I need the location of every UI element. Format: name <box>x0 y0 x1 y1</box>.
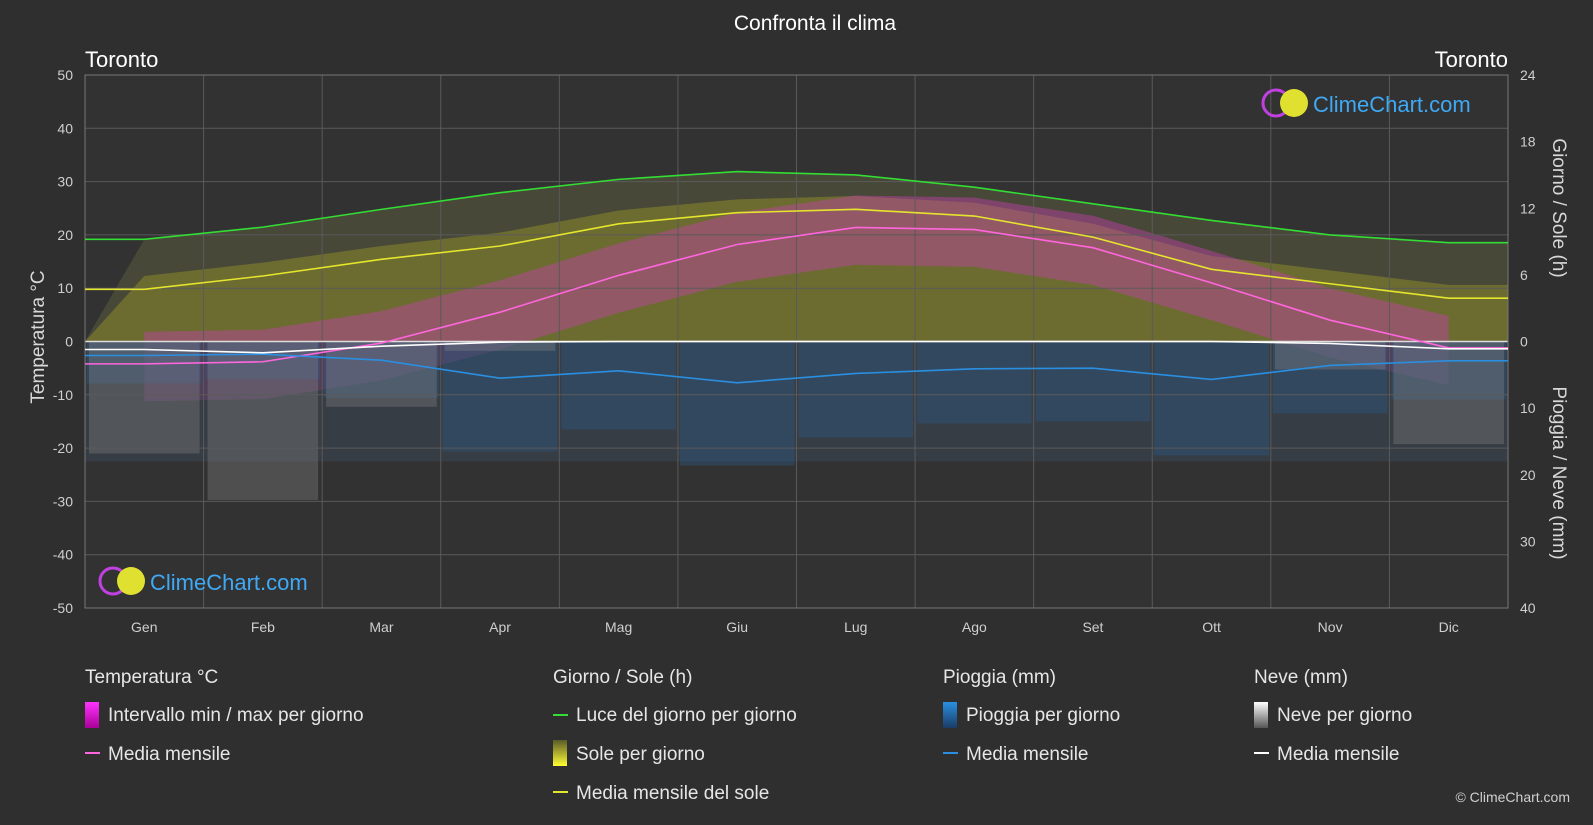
legend-snow-heading: Neve (mm) <box>1254 667 1348 688</box>
logo-sun-icon <box>117 567 145 595</box>
left-tick-label: 10 <box>57 280 73 296</box>
rain-bar <box>442 341 558 452</box>
right-mm-tick-label: 10 <box>1520 400 1536 416</box>
right-hours-tick-label: 24 <box>1520 67 1536 83</box>
daylight-line <box>85 170 1508 244</box>
legend-rain-heading: Pioggia (mm) <box>943 667 1056 688</box>
month-tick-label: Mar <box>369 619 393 635</box>
legend-temp-heading: Temperatura °C <box>85 667 218 688</box>
rain-bar <box>205 341 321 380</box>
left-tick-label: 50 <box>57 67 73 83</box>
month-tick-label: Feb <box>251 619 275 635</box>
left-tick-label: 30 <box>57 174 73 190</box>
legend-sun-swatch <box>553 740 567 766</box>
left-tick-label: -20 <box>53 440 73 456</box>
right-hours-tick-label: 6 <box>1520 267 1528 283</box>
left-tick-label: -40 <box>53 547 73 563</box>
plot-frame <box>84 74 1509 609</box>
rain-bar <box>679 341 795 466</box>
snow-bar <box>89 341 200 454</box>
left-tick-label: -50 <box>53 600 73 616</box>
rain-bar <box>561 341 676 430</box>
snow-bar <box>207 341 319 501</box>
legend: Temperatura °C Intervallo min / max per … <box>85 667 1412 804</box>
legend-temp-mean: Media mensile <box>108 744 231 765</box>
legend-rain-swatch <box>943 702 957 728</box>
legend-rain-mean: Media mensile <box>966 744 1089 765</box>
legend-temp-range: Intervallo min / max per giorno <box>108 705 364 726</box>
rain-mean-line <box>85 353 1508 384</box>
legend-daylight: Luce del giorno per giorno <box>576 705 797 726</box>
grid <box>84 74 1509 609</box>
right-axis-top-label: Giorno / Sole (h) <box>1548 138 1569 277</box>
legend-rain: Pioggia per giorno <box>966 705 1120 726</box>
month-tick-label: Ago <box>962 619 987 635</box>
logo-top[interactable]: ClimeChart.com <box>1261 88 1471 118</box>
legend-sun: Sole per giorno <box>576 744 705 765</box>
legend-snow: Neve per giorno <box>1277 705 1412 726</box>
right-mm-tick-label: 40 <box>1520 600 1536 616</box>
snow-bar <box>326 341 437 407</box>
month-tick-label: Mag <box>605 619 632 635</box>
month-tick-label: Giu <box>726 619 748 635</box>
logo-sun-icon <box>1280 89 1308 117</box>
rain-bar <box>1391 341 1506 400</box>
city-right: Toronto <box>1435 47 1508 72</box>
right-hours-tick-label: 0 <box>1520 334 1528 350</box>
snow-bar <box>444 341 556 351</box>
rain-bar <box>1272 341 1388 414</box>
left-tick-label: 20 <box>57 227 73 243</box>
city-left: Toronto <box>85 47 158 72</box>
rain-bar <box>1035 341 1151 422</box>
legend-snow-swatch <box>1254 702 1268 728</box>
snow-bar <box>1393 341 1504 445</box>
legend-temp-range-swatch <box>85 702 99 728</box>
month-tick-label: Gen <box>131 619 157 635</box>
logo-top-text: ClimeChart.com <box>1313 92 1471 117</box>
rain-bar <box>917 341 1032 424</box>
month-tick-label: Nov <box>1318 619 1343 635</box>
legend-sun-mean: Media mensile del sole <box>576 783 769 804</box>
right-mm-tick-label: 30 <box>1520 533 1536 549</box>
logo-bottom[interactable]: ClimeChart.com <box>98 566 308 596</box>
left-axis-label: Temperatura °C <box>28 270 49 403</box>
month-tick-label: Set <box>1082 619 1103 635</box>
copyright[interactable]: © ClimeChart.com <box>1455 789 1570 805</box>
snow-mean-line <box>85 340 1508 354</box>
chart-title: Confronta il clima <box>734 12 897 35</box>
month-tick-label: Lug <box>844 619 867 635</box>
rain-bar <box>798 341 914 438</box>
left-tick-label: -30 <box>53 493 73 509</box>
left-tick-label: -10 <box>53 387 73 403</box>
right-hours-tick-label: 18 <box>1520 134 1536 150</box>
temp-mean-line <box>85 226 1508 365</box>
sun-mean-line <box>85 208 1508 299</box>
month-tick-label: Apr <box>489 619 511 635</box>
right-axis-bottom-label: Pioggia / Neve (mm) <box>1548 386 1569 559</box>
right-mm-tick-label: 20 <box>1520 467 1536 483</box>
month-tick-label: Ott <box>1202 619 1221 635</box>
logo-bottom-text: ClimeChart.com <box>150 570 308 595</box>
rain-bar <box>324 341 439 398</box>
axis-ticks: 50 40 30 20 10 0 -10 -20 -30 -40 -50 24 18 12 6 0 10 20 30… <box>53 67 1536 635</box>
left-tick-label: 0 <box>65 334 73 350</box>
rain-bar <box>1154 341 1269 456</box>
month-tick-label: Dic <box>1439 619 1459 635</box>
right-hours-tick-label: 12 <box>1520 200 1536 216</box>
legend-snow-mean: Media mensile <box>1277 744 1400 765</box>
left-tick-label: 40 <box>57 120 73 136</box>
legend-day-heading: Giorno / Sole (h) <box>553 667 692 688</box>
series-lines <box>85 170 1508 384</box>
